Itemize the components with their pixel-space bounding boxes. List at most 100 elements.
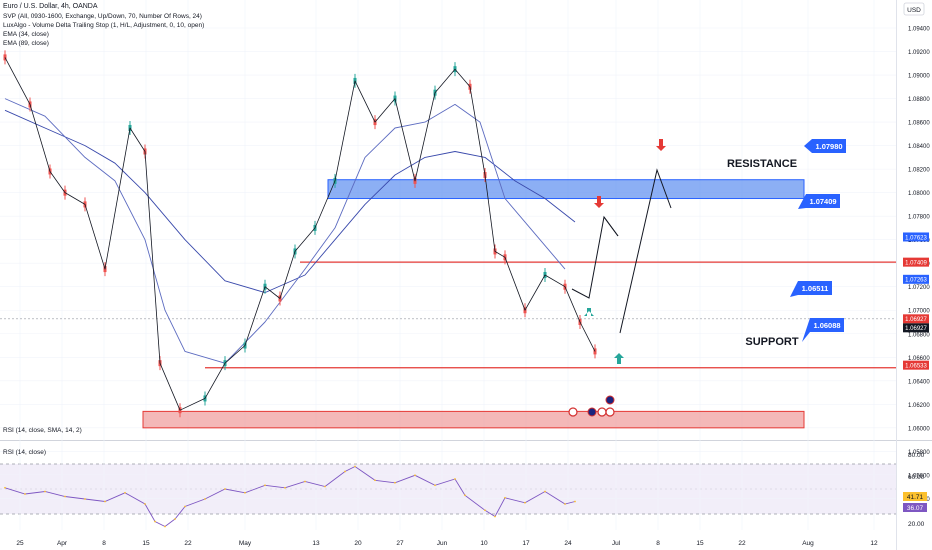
event-flag-icon[interactable] [568,407,578,417]
price-tick-label: 1.08200 [908,168,930,174]
support-price-text: 1.06088 [813,321,840,330]
level-2-price-callout[interactable]: 1.06511 [790,281,832,297]
rsi-point [354,465,356,468]
currency-badge-bg[interactable] [903,2,925,16]
rsi-point [64,495,66,498]
time-tick-label: May [239,540,252,547]
indicator-ema34[interactable]: EMA (34, close) [3,31,49,38]
support-label: SUPPORT [745,336,798,348]
currency-badge[interactable]: USD [907,7,921,14]
time-tick-label: 20 [354,540,362,547]
price-tick-label: 1.06600 [908,356,930,362]
rsi-line [4,465,576,528]
time-tick-label: 10 [480,540,488,547]
time-tick-label: 12 [870,540,878,547]
time-tick-label: 22 [738,540,746,547]
rsi-point [524,501,526,504]
resistance-zone[interactable] [327,179,805,200]
rsi-point [144,503,146,505]
rsi-point [544,490,546,493]
level-1-price-callout[interactable]: 1.07409 [798,194,840,209]
rsi-point [104,500,106,503]
price-tick-label: 1.08000 [908,191,930,197]
rsi-point [324,485,326,488]
price-tick-label: 1.08400 [908,144,930,150]
price-tick-label: 1.05600 [908,473,930,479]
down-arrow-icon [656,139,666,151]
price-tick-label: 1.06400 [908,379,930,385]
price-badge[interactable] [903,360,929,370]
rsi-point [504,496,506,499]
price-tick-label: 1.06000 [908,426,930,432]
support-zone[interactable] [142,410,805,429]
indicator-ema89[interactable]: EMA (89, close) [3,40,49,47]
rsi-point [374,479,376,482]
event-flag-icon[interactable] [605,395,615,405]
symbol-title[interactable]: Euro / U.S. Dollar, 4h, OANDA [3,3,98,10]
level-1-price-text: 1.07409 [809,197,836,206]
series-layer [3,50,597,418]
rsi-ma-badge: 36.07 [907,505,924,512]
price-badges-layer: 1.07623 1.07409 1.07263 1.06927 1.06927 1.065… [903,232,929,370]
price-tick-label: 1.08800 [908,97,930,103]
price-badge[interactable] [903,274,929,284]
rsi-point [484,509,486,512]
price-tick-label: 1.09000 [908,74,930,80]
price-badge[interactable] [903,232,929,242]
indicator-luxalgo[interactable]: LuxAlgo - Volume Delta Trailing Stop (1,… [3,22,205,29]
event-flag-icon[interactable] [587,407,597,417]
rsi-point [414,474,416,477]
rsi-subtitle: RSI (14, close) [3,449,46,456]
rsi-point [494,515,496,518]
rsi-point [124,491,126,494]
price-badge[interactable] [903,257,929,267]
time-tick-label: 8 [102,540,106,547]
up-arrow-icon [584,308,594,316]
resistance-label: RESISTANCE [727,158,797,170]
time-tick-label: Jul [612,540,621,547]
rsi-value-badge: 41.71 [907,494,924,501]
rsi-title: RSI (14, close, SMA, 14, 2) [3,427,82,434]
price-tick-label: 1.06800 [908,332,930,338]
rsi-point [564,503,566,505]
rsi-point [344,470,346,473]
price-tick-label: 1.07200 [908,285,930,291]
down-arrow-icon [594,196,604,208]
price-badge-text: 1.06927 [905,326,927,332]
time-tick-label: 13 [312,540,320,547]
time-axis: 25 Apr 8 15 22 May 13 20 27 Jun 10 17 24 Jul 8 15 22 Aug 1… [16,0,878,547]
rsi-point [434,484,436,487]
level-2-price-text: 1.06511 [802,284,829,293]
price-badge[interactable] [903,323,929,333]
price-tick-label: 1.05800 [908,450,930,456]
rsi-point [24,493,26,495]
price-badge-text: 1.07263 [905,278,927,284]
ema34-line [4,98,566,364]
price-badge-text: 1.07623 [905,235,927,241]
rsi-tick-80: 80.00 [908,452,925,459]
projection-arrow [603,216,619,237]
up-arrow-icon [614,353,624,364]
rsi-point [264,484,266,487]
rsi-point [284,486,286,489]
support-price-callout[interactable]: 1.06088 [802,318,844,342]
economic-events[interactable] [568,395,615,417]
rsi-point [204,498,206,500]
rsi-point [394,481,396,484]
projection-path-long[interactable] [619,168,672,334]
event-flag-icon[interactable] [605,407,615,417]
rsi-point [574,500,576,503]
rsi-point [224,488,226,490]
resistance-price-callout[interactable]: 1.07980 [804,139,846,153]
price-tick-label: 1.09400 [908,27,930,33]
time-tick-label: Apr [57,540,68,547]
price-tick-label: 1.07800 [908,215,930,221]
price-badge-text: 1.06533 [905,363,927,369]
indicator-svp[interactable]: SVP (All, 0930-1600, Exchange, Up/Down, … [3,13,202,20]
price-line [4,57,596,411]
time-tick-label: 17 [522,540,530,547]
event-flag-icon[interactable] [597,407,607,417]
price-badge[interactable] [903,314,929,324]
rsi-point [154,520,156,523]
